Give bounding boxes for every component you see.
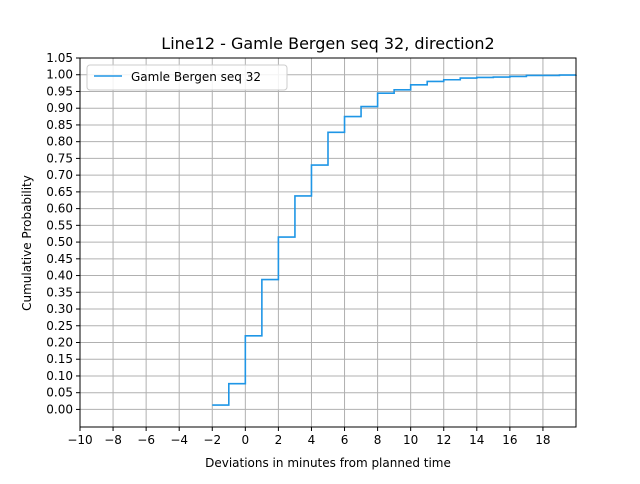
x-tick-label: 10 [403, 433, 418, 447]
y-tick-label: 0.15 [46, 352, 73, 366]
x-axis-label: Deviations in minutes from planned time [205, 456, 451, 470]
y-tick-label: 0.85 [46, 118, 73, 132]
y-tick-label: 0.60 [46, 202, 73, 216]
y-tick-label: 0.20 [46, 335, 73, 349]
x-tick-label: 12 [436, 433, 451, 447]
x-tick-label: 18 [535, 433, 550, 447]
y-tick-label: 0.25 [46, 319, 73, 333]
y-tick-label: 0.40 [46, 269, 73, 283]
x-tick-label: 2 [275, 433, 283, 447]
y-tick-label: 0.45 [46, 252, 73, 266]
x-tick-label: 0 [242, 433, 250, 447]
y-axis-ticks: 0.00 0.05 0.10 0.15 0.20 0.25 0.30 0.35 0.40 0.45… [46, 51, 80, 416]
y-tick-label: 0.65 [46, 185, 73, 199]
x-tick-label: 6 [341, 433, 349, 447]
y-tick-label: 0.75 [46, 151, 73, 165]
y-tick-label: 1.00 [46, 68, 73, 82]
y-tick-label: 0.30 [46, 302, 73, 316]
y-tick-label: 0.00 [46, 402, 73, 416]
legend: Gamle Bergen seq 32 [86, 64, 288, 91]
x-axis-ticks: −10 −8 −6 −4 −2 0 2 4 6 8 10 12 14 16 18 [67, 427, 551, 447]
series-layer [212, 74, 577, 406]
x-tick-label: −6 [137, 433, 155, 447]
y-tick-label: 0.35 [46, 285, 73, 299]
x-tick-label: −10 [67, 433, 92, 447]
y-axis-label: Cumulative Probability [20, 175, 34, 311]
x-tick-label: −4 [170, 433, 188, 447]
y-tick-label: 0.95 [46, 84, 73, 98]
legend-label: Gamle Bergen seq 32 [131, 70, 261, 84]
series-step-line [212, 74, 577, 406]
y-tick-label: 0.90 [46, 101, 73, 115]
y-tick-label: 0.05 [46, 386, 73, 400]
x-tick-label: 8 [374, 433, 382, 447]
x-tick-label: −8 [104, 433, 122, 447]
y-tick-label: 0.10 [46, 369, 73, 383]
x-tick-label: 4 [308, 433, 316, 447]
y-tick-label: 1.05 [46, 51, 73, 65]
x-tick-label: 16 [502, 433, 517, 447]
x-tick-label: −2 [203, 433, 221, 447]
x-tick-label: 14 [469, 433, 484, 447]
y-tick-label: 0.80 [46, 135, 73, 149]
legend-box [86, 64, 288, 91]
chart-title: Line12 - Gamle Bergen seq 32, direction2 [161, 34, 494, 53]
y-tick-label: 0.50 [46, 235, 73, 249]
y-tick-label: 0.70 [46, 168, 73, 182]
y-tick-label: 0.55 [46, 218, 73, 232]
